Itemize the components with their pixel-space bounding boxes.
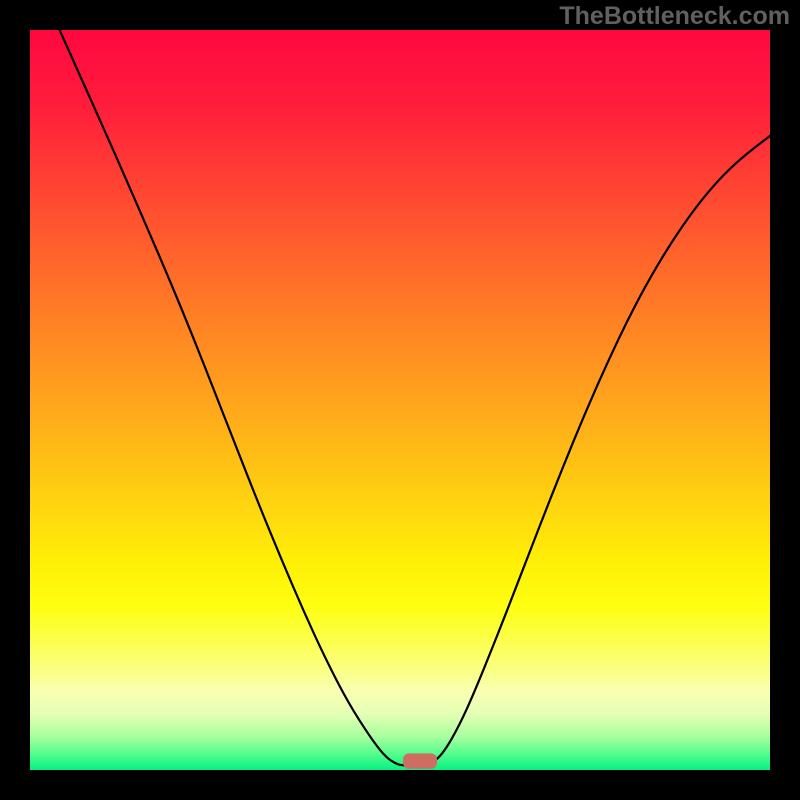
watermark-text: TheBottleneck.com [559,2,790,31]
gradient-plot-area [30,30,770,770]
chart-container: TheBottleneck.com [0,0,800,800]
